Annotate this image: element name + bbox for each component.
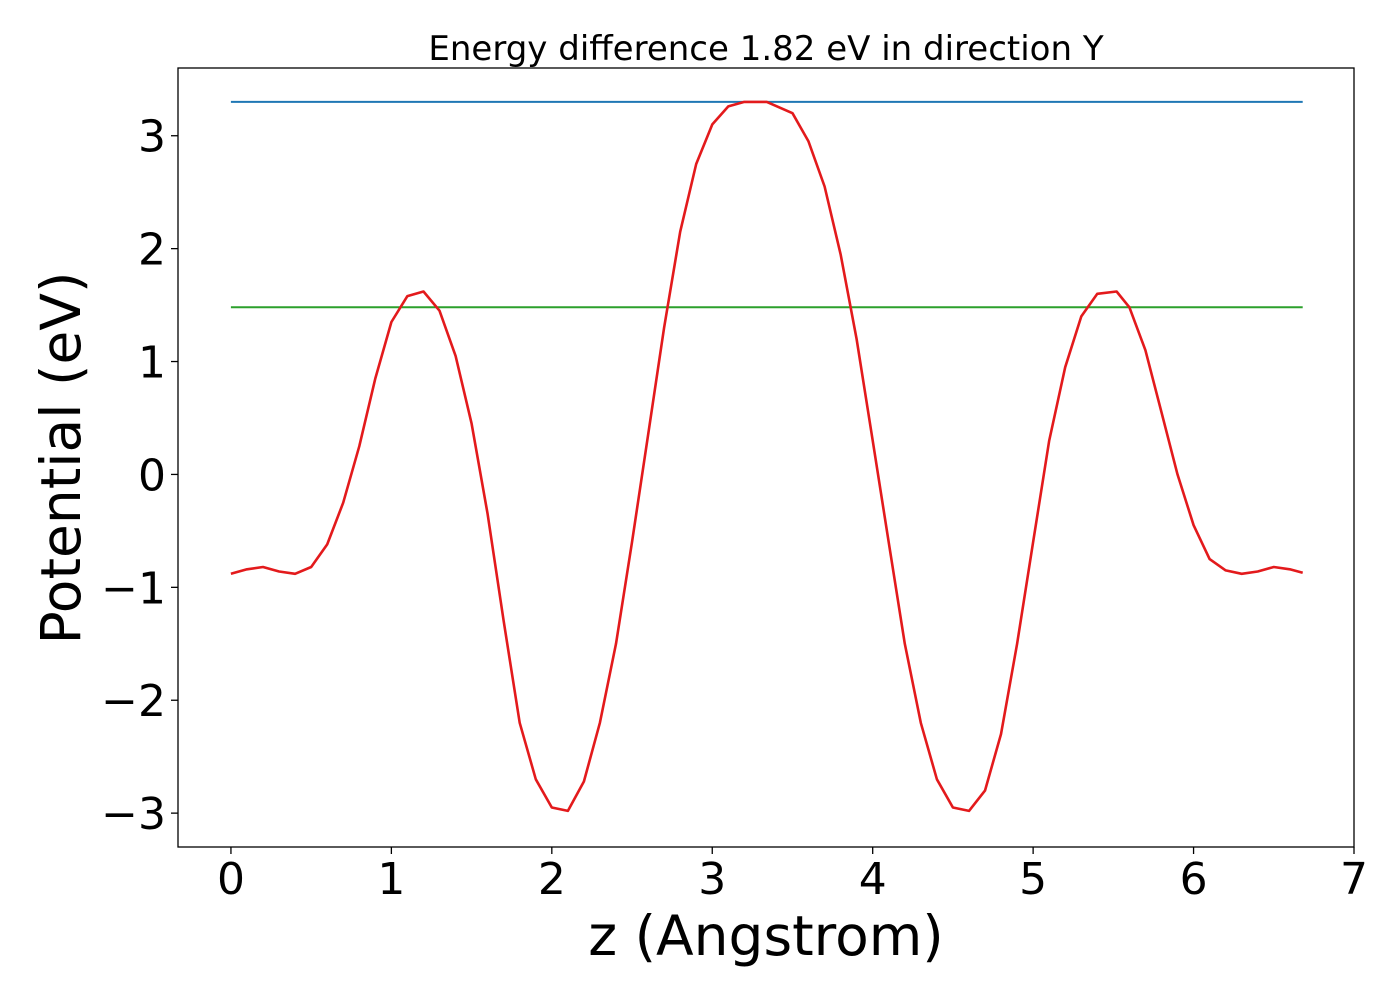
x-tick-label: 2	[538, 854, 566, 905]
y-tick-label: 0	[138, 450, 166, 501]
y-tick-label: −2	[101, 676, 166, 727]
x-tick-label: 3	[698, 854, 726, 905]
x-tick-label: 0	[217, 854, 245, 905]
y-tick-label: 3	[138, 112, 166, 163]
x-tick-label: 5	[1019, 854, 1047, 905]
plot-frame	[177, 67, 1355, 848]
tick-layer: 0 1 2 3 4 5 6 7 3 2 1 0 −1 −2 −3	[101, 112, 1368, 905]
chart-title: Energy difference 1.82 eV in direction Y	[428, 29, 1103, 69]
y-tick-label: 2	[138, 225, 166, 276]
x-tick-label: 6	[1180, 854, 1208, 905]
x-tick-label: 1	[377, 854, 405, 905]
series-line-3	[230, 100, 1304, 813]
y-tick-label: 1	[138, 338, 166, 389]
series-layer	[230, 100, 1304, 813]
x-tick-label: 4	[859, 854, 887, 905]
y-tick-label: −1	[101, 563, 166, 614]
y-axis-label: Potential (eV)	[29, 272, 93, 645]
x-tick-label: 7	[1340, 854, 1368, 905]
y-tick-label: −3	[101, 789, 166, 840]
x-axis-label: z (Angstrom)	[588, 904, 944, 968]
